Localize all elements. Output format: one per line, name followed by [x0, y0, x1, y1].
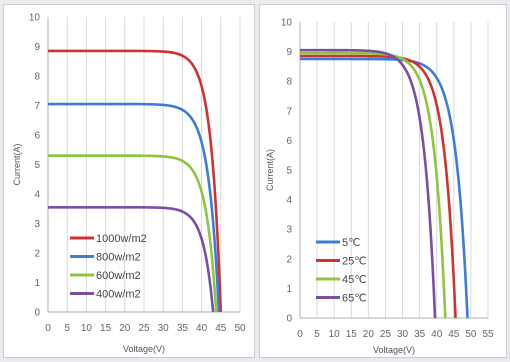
grid [47, 17, 241, 312]
y-tick-label: 2 [34, 249, 40, 260]
series-line-1 [299, 57, 469, 319]
grid [299, 22, 489, 318]
legend: 5℃ 25℃ 45℃ 65℃ [316, 237, 367, 305]
x-tick-label: 10 [329, 329, 341, 340]
x-tick-label: 35 [177, 323, 189, 334]
x-tick-label: 30 [397, 329, 409, 340]
y-tick-label: 8 [286, 77, 292, 88]
x-tick-label: 20 [119, 323, 131, 334]
x-tick-label: 25 [380, 329, 392, 340]
y-tick-label: 9 [34, 42, 40, 53]
y-tick-label: 7 [34, 101, 40, 112]
y-tick-label: 10 [281, 18, 293, 29]
y-tick-label: 3 [286, 225, 292, 236]
y-tick-label: 4 [34, 190, 40, 201]
y-tick-label: 0 [286, 314, 292, 325]
x-tick-label: 40 [196, 323, 208, 334]
legend-label: 400w/m2 [96, 289, 141, 301]
temperature-chart-panel: 0 1 2 3 4 5 6 7 8 9 10 0 5 10 15 20 25 30 35 40 45 50 55 Voltag… [259, 4, 507, 358]
y-axis-label: Current(A) [12, 143, 22, 185]
legend-label: 25℃ [342, 256, 367, 268]
x-tick-label: 30 [158, 323, 170, 334]
y-tick-label: 3 [34, 219, 40, 230]
y-axis-label: Current(A) [265, 149, 275, 191]
y-tick-label: 10 [29, 13, 41, 24]
legend-label: 600w/m2 [96, 270, 141, 282]
x-tick-label: 45 [448, 329, 460, 340]
x-tick-label: 0 [45, 323, 51, 334]
y-tick-label: 4 [286, 195, 292, 206]
x-tick-label: 45 [215, 323, 227, 334]
x-tick-label: 50 [234, 323, 246, 334]
x-tick-label: 5 [314, 329, 320, 340]
y-tick-label: 5 [286, 166, 292, 177]
y-tick-label: 1 [286, 284, 292, 295]
series-line-1 [47, 49, 223, 313]
x-tick-label: 35 [414, 329, 426, 340]
x-tick-label: 0 [297, 329, 303, 340]
x-tick-label: 5 [64, 323, 70, 334]
legend-label: 45℃ [342, 274, 367, 286]
x-axis-label: Voltage(V) [123, 344, 165, 354]
y-tick-label: 6 [286, 136, 292, 147]
y-tick-label: 7 [286, 106, 292, 117]
x-tick-label: 50 [465, 329, 477, 340]
legend-label: 1000w/m2 [96, 233, 147, 245]
x-tick-label: 15 [100, 323, 112, 334]
x-tick-label: 55 [482, 329, 494, 340]
y-tick-label: 1 [34, 278, 40, 289]
x-axis-label: Voltage(V) [373, 345, 415, 355]
legend-label: 65℃ [342, 293, 367, 305]
series-line-4 [299, 48, 437, 319]
y-tick-label: 5 [34, 160, 40, 171]
series-line-3 [299, 51, 447, 319]
y-tick-label: 9 [286, 47, 292, 58]
y-tick-label: 6 [34, 131, 40, 142]
y-tick-label: 0 [34, 308, 40, 319]
series-line-4 [47, 205, 215, 313]
legend-label: 800w/m2 [96, 252, 141, 264]
x-tick-label: 25 [138, 323, 150, 334]
series-line-2 [47, 102, 221, 313]
x-tick-label: 20 [363, 329, 375, 340]
y-tick-label: 8 [34, 72, 40, 83]
x-tick-label: 10 [81, 323, 93, 334]
irradiance-chart-panel: 0 1 2 3 4 5 6 7 8 9 10 0 5 10 15 20 25 30 35 40 45 50 Voltage(… [3, 4, 255, 358]
series-line-2 [299, 54, 457, 319]
y-tick-label: 2 [286, 254, 292, 265]
x-tick-label: 40 [431, 329, 443, 340]
series-line-3 [47, 154, 218, 313]
legend-label: 5℃ [342, 237, 360, 249]
x-tick-label: 15 [346, 329, 358, 340]
legend: 1000w/m2 800w/m2 600w/m2 400w/m2 [70, 233, 147, 301]
